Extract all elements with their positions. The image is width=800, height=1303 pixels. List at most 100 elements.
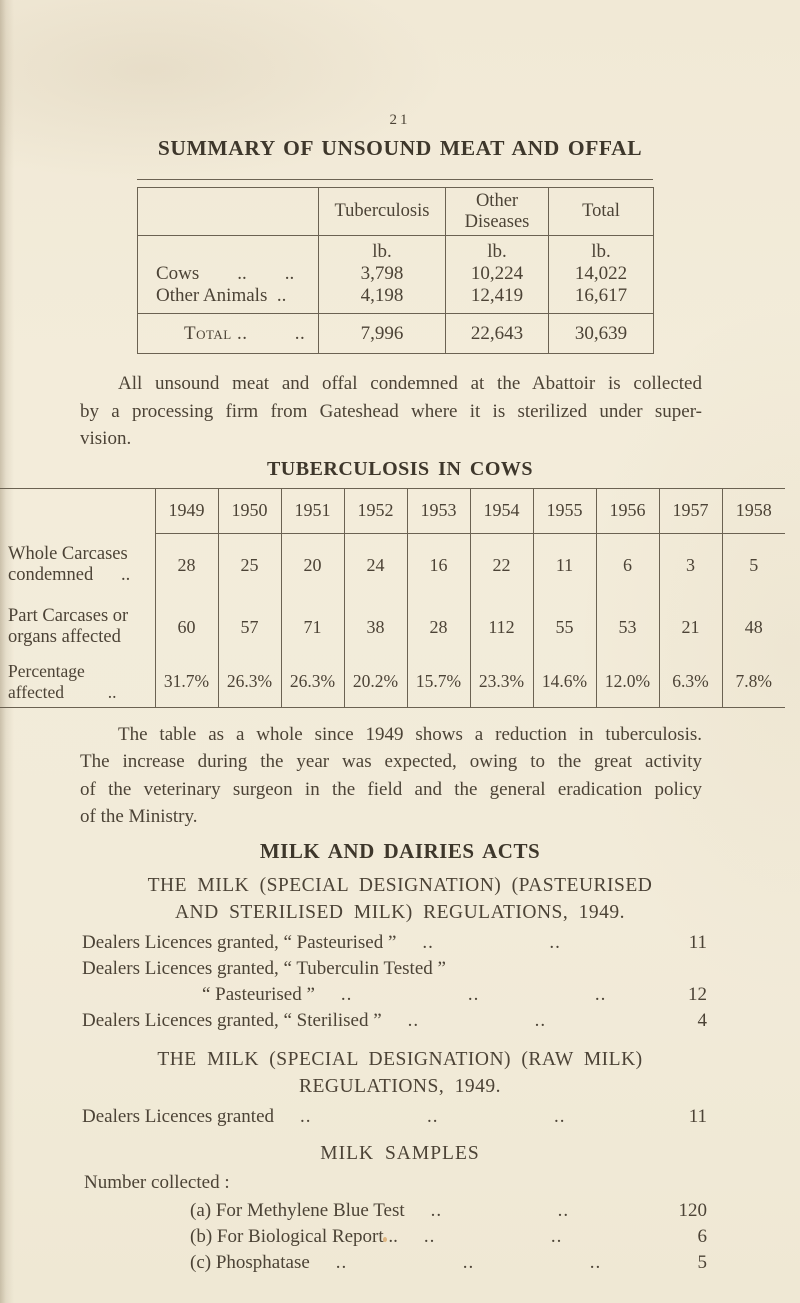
table-cell: 4,198 (318, 285, 446, 314)
table-cell: 10,224 (445, 263, 549, 285)
licence-label: Dealers Licences granted, “ Tuberculin T… (82, 957, 446, 979)
empty-corner-cell (137, 187, 319, 236)
row-label: Other Animals .. (156, 285, 287, 306)
row-label-line: condemned .. (8, 565, 131, 585)
table-cell: 57 (217, 597, 281, 657)
year-header: 1950 (217, 488, 281, 534)
tuberculosis-paragraph: The table as a whole since 1949 shows a … (80, 721, 702, 831)
table-cell: 3,798 (318, 263, 446, 285)
table-row: Percentage affected .. 31.7% 26.3% 26.3%… (0, 657, 785, 707)
unsound-meat-table-wrapper: Tuberculosis Other Diseases Total lb. lb… (137, 179, 654, 354)
year-header: 1951 (280, 488, 344, 534)
table-cell: 3 (658, 533, 722, 597)
total-row: Total .. .. 7,996 22,643 30,639 (137, 313, 654, 354)
dot-leaders: .. .. .. (423, 1225, 661, 1247)
paragraph-line: vision. (80, 428, 132, 449)
heading-line: AND STERILISED MILK) REGULATIONS, 1949. (174, 901, 626, 923)
column-header: Other Diseases (445, 187, 549, 236)
sample-label: (b) For Biological Report .. (190, 1225, 398, 1247)
licence-line: Dealers Licences granted, “ Tuberculin T… (82, 956, 707, 982)
year-header: 1953 (406, 488, 470, 534)
table-cell: 20 (280, 533, 344, 597)
empty-corner-cell (0, 488, 155, 533)
tuberculosis-table: 1949 1950 1951 1952 1953 1954 1955 1956 … (0, 487, 785, 708)
table-cell: 16,617 (548, 285, 654, 314)
unit-cell: lb. (318, 235, 446, 263)
row-label-line: Percentage (8, 660, 85, 681)
table-cell: 12.0% (595, 657, 659, 707)
raw-milk-regulations-heading: THE MILK (SPECIAL DESIGNATION) (RAW MILK… (0, 1046, 800, 1100)
licence-line: Dealers Licences granted .. .. .. .. 11 (82, 1104, 707, 1130)
licence-label: Dealers Licences granted, “ Sterilised ” (82, 1009, 382, 1031)
row-label: Percentage affected .. (0, 657, 155, 707)
year-header: 1956 (595, 488, 659, 534)
table-cell: 7,996 (318, 313, 446, 354)
unsound-meat-table: Tuberculosis Other Diseases Total lb. lb… (137, 187, 654, 354)
table-cell: 112 (469, 597, 533, 657)
year-header: 1958 (721, 488, 785, 534)
row-label: Cows .. .. (156, 263, 295, 284)
licence-label: Dealers Licences granted (82, 1105, 275, 1127)
paragraph-line: All unsound meat and offal condemned at … (118, 373, 702, 394)
table-cell: 15.7% (406, 657, 470, 707)
table-cell: 26.3% (217, 657, 281, 707)
unit-cell: lb. (445, 235, 549, 263)
abattoir-paragraph: All unsound meat and offal condemned at … (80, 370, 702, 453)
table-cell: 31.7% (154, 657, 218, 707)
row-label-line: Part Carcases or (8, 606, 129, 626)
table-row: Part Carcases or organs affected 60 57 7… (0, 597, 785, 657)
table-cell: 20.2% (343, 657, 407, 707)
licence-line: Dealers Licences granted, “ Sterilised ”… (82, 1008, 707, 1034)
row-label-line: Whole Carcases (8, 544, 128, 564)
heading-line: THE MILK (SPECIAL DESIGNATION) (PASTEURI… (147, 874, 653, 896)
licence-label: Dealers Licences granted, “ Pasteurised … (82, 931, 397, 953)
sample-count: 5 (697, 1251, 708, 1273)
table-row: Cows .. .. 3,798 10,224 14,022 (138, 263, 654, 285)
unit-row: lb. lb. lb. (138, 235, 654, 264)
year-header: 1957 (658, 488, 722, 534)
table-cell: 12,419 (445, 285, 549, 314)
table-cell: 16 (406, 533, 470, 597)
dealers-licences-list: Dealers Licences granted, “ Pasteurised … (82, 930, 707, 1034)
year-header: 1955 (532, 488, 596, 534)
page-title: SUMMARY OF UNSOUND MEAT AND OFFAL (157, 136, 643, 160)
dot-leaders: .. .. .. (430, 1199, 661, 1221)
table-cell: 22,643 (445, 313, 549, 354)
sample-label: (a) For Methylene Blue Test (190, 1199, 405, 1221)
tuberculosis-heading: TUBERCULOSIS IN COWS (266, 457, 534, 480)
dot-leaders: .. .. .. .. .. (340, 983, 661, 1005)
table-cell: 53 (595, 597, 659, 657)
year-header: 1954 (469, 488, 533, 534)
sample-count: 120 (678, 1199, 708, 1221)
milk-samples-list: (a) For Methylene Blue Test .. .. .. 120… (82, 1198, 707, 1276)
paragraph-line: The table as a whole since 1949 shows a … (118, 723, 702, 745)
sample-label: (c) Phosphatase (190, 1251, 310, 1273)
table-cell: 71 (280, 597, 344, 657)
table-cell: 28 (154, 533, 218, 597)
heading-line: THE MILK (SPECIAL DESIGNATION) (RAW MILK… (157, 1048, 643, 1070)
licence-line: Dealers Licences granted, “ Pasteurised … (82, 930, 707, 956)
licence-count: 12 (688, 983, 707, 1005)
sample-count: 6 (697, 1225, 708, 1247)
table-cell: 6 (595, 533, 659, 597)
table-cell: 48 (721, 597, 785, 657)
empty-cell (138, 236, 319, 264)
table-cell: 7.8% (721, 657, 785, 707)
row-label: Whole Carcases condemned .. (0, 533, 155, 597)
row-label-line: affected .. (8, 681, 117, 702)
paper-speck (383, 1237, 387, 1242)
sample-line: (b) For Biological Report .. .. .. .. 6 (82, 1224, 707, 1250)
licence-count: 11 (688, 1105, 707, 1127)
year-header: 1952 (343, 488, 407, 534)
licence-line: “ Pasteurised ” .. .. .. .. .. 12 (82, 982, 707, 1008)
table-cell: 24 (343, 533, 407, 597)
table-cell: 23.3% (469, 657, 533, 707)
table-cell: 25 (217, 533, 281, 597)
table-cell: 6.3% (658, 657, 722, 707)
table-row: Whole Carcases condemned .. 28 25 20 24 … (0, 533, 785, 597)
table-cell: 11 (532, 533, 596, 597)
dot-leaders: .. .. .. .. (300, 1105, 661, 1127)
table-cell: 14.6% (532, 657, 596, 707)
table-cell: 5 (721, 533, 785, 597)
